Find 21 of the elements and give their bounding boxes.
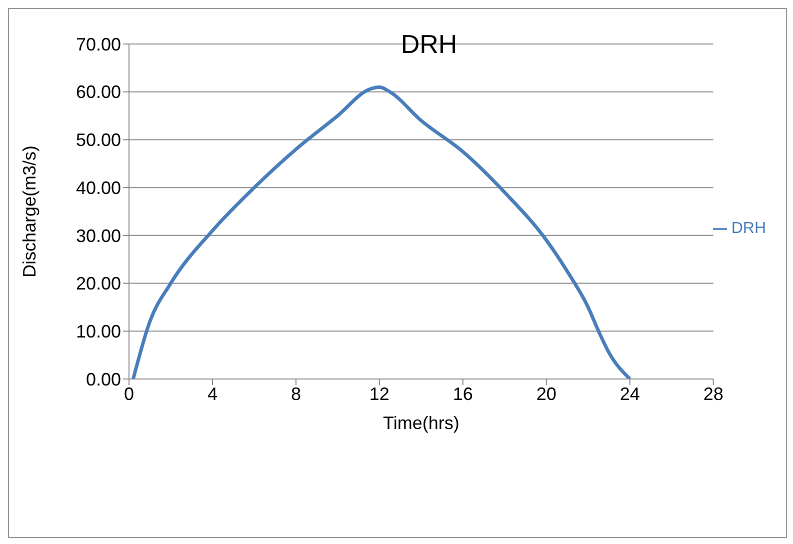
y-axis-title: Discharge(m3/s) <box>19 145 40 278</box>
y-tick-label: 10.00 <box>76 322 121 342</box>
y-tick-label: 60.00 <box>76 82 121 102</box>
x-tick-label: 0 <box>124 384 134 404</box>
y-tick-label: 20.00 <box>76 274 121 294</box>
y-tick-label: 70.00 <box>76 34 121 54</box>
y-tick-label: 40.00 <box>76 178 121 198</box>
legend-label: DRH <box>731 220 766 237</box>
y-tick-label: 50.00 <box>76 130 121 150</box>
y-tick-label: 30.00 <box>76 226 121 246</box>
x-tick-label: 28 <box>703 384 724 404</box>
y-tick-label: 0.00 <box>86 369 121 390</box>
x-axis-title: Time(hrs) <box>383 413 460 433</box>
chart-title: DRH <box>400 29 458 60</box>
line-series <box>131 85 632 379</box>
x-tick-label: 12 <box>369 384 390 404</box>
x-tick-label: 24 <box>620 384 640 404</box>
x-tick-label: 4 <box>207 384 218 404</box>
x-tick-label: 8 <box>290 384 301 404</box>
x-tick-label: 20 <box>536 384 556 404</box>
x-tick-label: 16 <box>452 384 473 404</box>
